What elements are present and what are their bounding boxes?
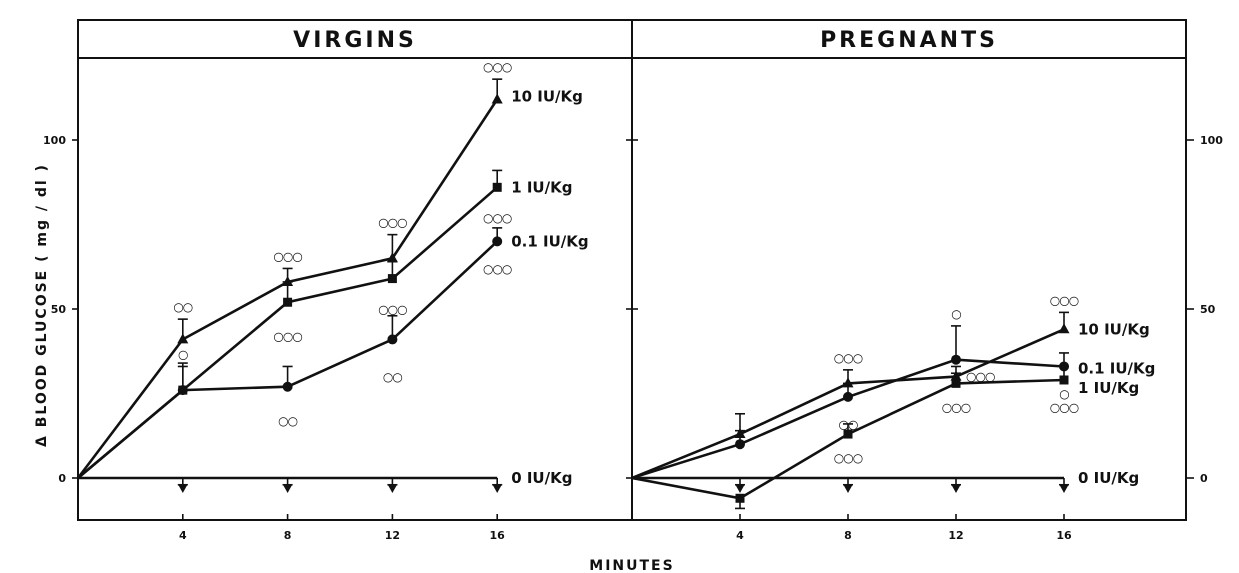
virgins-series-0-sig-1: ○○ — [173, 300, 192, 314]
virgins-panel-title: VIRGINS — [293, 28, 417, 53]
pregnants-series-0-sig-2: ○○○ — [834, 351, 863, 365]
virgins-series-1: ○○○○○○○○○○1 IU/Kg — [77, 169, 572, 479]
right-y-tick-label-0: 0 — [1200, 472, 1208, 485]
pregnants-series-3-point-3 — [951, 484, 961, 493]
y-axis-label: Δ BLOOD GLUCOSE ( mg / dl ) — [34, 163, 50, 447]
y-axis-ticks: 0 0 50 50 100 100 — [43, 134, 1223, 485]
virgins-series-2-label: 0.1 IU/Kg — [511, 232, 588, 250]
virgins-series-0-sig-3: ○○○ — [378, 216, 407, 230]
pregnants-x-tick-label-12: 12 — [948, 529, 963, 542]
virgins-plot-area — [77, 57, 633, 521]
pregnants-panel-title: PREGNANTS — [820, 28, 998, 53]
virgins-series-3: 0 IU/Kg — [78, 469, 572, 493]
virgins-series-3-point-3 — [387, 484, 398, 493]
pregnants-series-2-label: 1 IU/Kg — [1078, 379, 1139, 397]
left-y-tick-label-100: 100 — [43, 134, 66, 147]
pregnants-x-tick-label-8: 8 — [844, 529, 852, 542]
pregnants-series-0-point-4 — [1058, 323, 1070, 334]
virgins-series-0-point-3 — [386, 252, 398, 263]
virgins-series-0-point-2 — [282, 275, 294, 286]
virgins-series-0-label: 10 IU/Kg — [511, 87, 583, 105]
pregnants-series-1-sig-4: ○ — [1059, 387, 1069, 401]
pregnants-series-3-label: 0 IU/Kg — [1078, 469, 1139, 487]
virgins-x-tick-label-8: 8 — [284, 529, 292, 542]
pregnants-series-0: ○○○ ○○○ ○○○ 10 IU/Kg — [631, 293, 1150, 480]
pregnants-series-3-point-4 — [1059, 484, 1069, 493]
virgins-x-tick-label-16: 16 — [490, 529, 506, 542]
pregnants-series-0-point-2 — [842, 377, 854, 388]
left-y-tick-label-0: 0 — [58, 472, 66, 485]
virgins-series-3-label: 0 IU/Kg — [511, 469, 572, 487]
virgins-series-0-point-4 — [491, 93, 503, 104]
pregnants-series-2-point-3 — [951, 378, 961, 388]
virgins-series-1-label: 1 IU/Kg — [511, 178, 572, 196]
virgins-series-2-point-2 — [282, 381, 293, 392]
pregnants-series-1: ○○○○0.1 IU/Kg — [631, 307, 1155, 480]
pregnants-series-3: 0 IU/Kg — [632, 469, 1139, 493]
pregnants-series-0-sig-4: ○○○ — [1050, 293, 1079, 307]
left-y-tick-label-50: 50 — [51, 303, 67, 316]
pregnants-series-1-sig-3: ○ — [951, 307, 961, 321]
virgins-panel: 4 8 12 16○○○○○○○○○○○10 IU/Kg○○○○○○○○○○1 IU/… — [76, 60, 589, 542]
pregnants-plot-area — [631, 57, 1187, 521]
virgins-series-1-point-2 — [283, 297, 293, 307]
pregnants-series-1-point-3 — [951, 354, 961, 365]
virgins-series-3-point-2 — [282, 484, 293, 493]
virgins-series-2-point-1 — [177, 385, 188, 396]
virgins-series-1-sig-1: ○ — [178, 347, 188, 361]
pregnants-series-2-point-4 — [1059, 375, 1069, 385]
right-y-tick-label-50: 50 — [1200, 303, 1216, 316]
virgins-x-tick-label-12: 12 — [385, 529, 400, 542]
virgins-series-2-sig-4: ○○○ — [483, 262, 512, 276]
virgins-series-1-sig-4: ○○○ — [483, 211, 512, 225]
pregnants-series-2-sig-3: ○○○ — [942, 401, 971, 415]
right-y-tick-label-100: 100 — [1200, 134, 1223, 147]
virgins-series-3-point-4 — [492, 484, 503, 493]
pregnants-series-2-sig-2: ○○○ — [834, 451, 863, 465]
pregnants-series-3-point-2 — [843, 484, 853, 493]
pregnants-series-2-point-2 — [843, 429, 853, 439]
virgins-series-2: ○○○○○○○0.1 IU/Kg — [77, 227, 589, 479]
pregnants-series-1-point-1 — [735, 439, 745, 450]
pregnants-series-1-label: 0.1 IU/Kg — [1078, 359, 1155, 377]
pregnants-series-2-sig-4: ○○○ — [1050, 401, 1079, 415]
virgins-series-0-sig-2: ○○○ — [273, 249, 302, 263]
virgins-series-2-point-3 — [387, 334, 398, 345]
pregnants-x-tick-label-16: 16 — [1056, 529, 1072, 542]
x-axis-label: MINUTES — [589, 558, 674, 573]
pregnants-series-0-sig-3: ○○○ — [966, 370, 995, 384]
virgins-series-2-sig-2: ○○ — [278, 414, 297, 428]
pregnants-series-1-point-2 — [843, 391, 853, 402]
virgins-series-1-sig-3: ○○○ — [378, 302, 407, 316]
virgins-series-1-point-4 — [492, 182, 502, 192]
pregnants-series-0-label: 10 IU/Kg — [1078, 320, 1150, 338]
virgins-series-2-sig-3: ○○ — [383, 370, 402, 384]
pregnants-x-tick-label-4: 4 — [736, 529, 744, 542]
pregnants-series-3-point-1 — [735, 484, 745, 493]
virgins-series-2-point-4 — [492, 236, 503, 247]
virgins-series-1-sig-2: ○○○ — [273, 330, 302, 344]
pregnants-series-2-point-1 — [735, 493, 745, 503]
virgins-series-1-point-3 — [387, 274, 397, 284]
virgins-series-0-sig-4: ○○○ — [483, 60, 512, 74]
virgins-series-3-point-1 — [177, 484, 188, 493]
virgins-series-0-point-1 — [177, 333, 189, 344]
virgins-x-tick-label-4: 4 — [179, 529, 187, 542]
pregnants-series-2: ○○○ ○○○ ○○○ 1 IU/Kg — [631, 365, 1139, 510]
